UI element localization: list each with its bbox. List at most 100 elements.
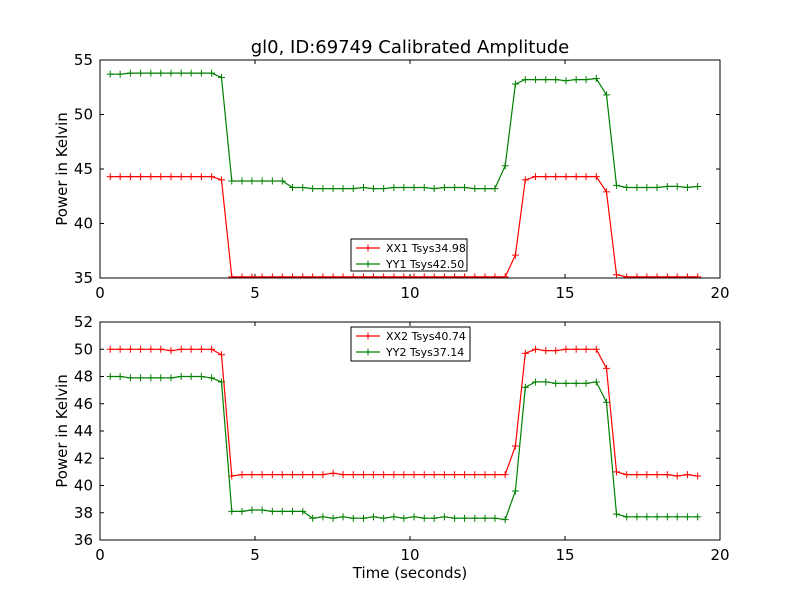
- y-axis-label: Power in Kelvin: [53, 374, 71, 488]
- data-point-marker: [248, 471, 256, 479]
- y-tick-label: 40: [74, 215, 93, 233]
- data-point-marker: [309, 471, 317, 479]
- y-axis-label: Power in Kelvin: [53, 112, 71, 226]
- data-point-marker: [339, 185, 347, 193]
- data-point-marker: [177, 345, 185, 353]
- data-point-marker: [309, 273, 317, 278]
- data-point-marker: [673, 182, 681, 190]
- data-point-marker: [440, 513, 448, 521]
- data-point-marker: [400, 273, 408, 278]
- data-point-marker: [400, 471, 408, 479]
- data-point-marker: [683, 184, 691, 192]
- data-point-marker: [197, 373, 205, 380]
- data-point-marker: [572, 379, 580, 387]
- data-point-marker: [157, 173, 165, 181]
- data-point-marker: [319, 471, 327, 479]
- y-tick-label: 46: [74, 395, 93, 413]
- legend-label: YY2 Tsys37.14: [385, 346, 464, 359]
- data-point-marker: [238, 273, 246, 278]
- x-tick-label: 15: [555, 546, 574, 564]
- data-point-marker: [511, 80, 519, 88]
- x-tick-label: 20: [710, 284, 729, 302]
- data-point-marker: [532, 173, 540, 181]
- data-point-marker: [603, 188, 611, 196]
- data-point-marker: [683, 273, 691, 278]
- data-point-marker: [197, 69, 205, 77]
- plot-frame: [99, 321, 721, 541]
- data-point-marker: [299, 507, 307, 515]
- data-point-marker: [461, 471, 469, 479]
- data-point-marker: [187, 373, 195, 380]
- data-point-marker: [673, 513, 681, 521]
- data-point-marker: [511, 442, 519, 450]
- data-point-marker: [420, 471, 428, 479]
- data-point-marker: [116, 70, 124, 78]
- data-point-marker: [643, 184, 651, 192]
- x-tick-label: 5: [250, 546, 260, 564]
- legend-marker: [364, 244, 372, 252]
- data-point-marker: [694, 513, 702, 521]
- data-point-marker: [451, 471, 459, 479]
- data-point-marker: [369, 471, 377, 479]
- data-point-marker: [420, 184, 428, 192]
- legend: XX1 Tsys34.98 YY1 Tsys42.50: [350, 238, 468, 272]
- legend-label: XX2 Tsys40.74: [386, 330, 466, 343]
- x-tick-label: 10: [400, 284, 419, 302]
- data-point-marker: [147, 345, 155, 353]
- data-point-marker: [552, 347, 560, 355]
- data-point-marker: [400, 184, 408, 192]
- x-tick-label: 20: [710, 546, 729, 564]
- data-point-marker: [633, 471, 641, 479]
- data-point-marker: [197, 345, 205, 353]
- data-point-marker: [491, 273, 499, 278]
- top-subplot: 0 5 10 15 20 35 40 45 50 55 Power in Kelvin XX1 Tsy…: [53, 51, 730, 302]
- data-point-marker: [694, 472, 702, 480]
- y-tick-label: 50: [74, 340, 93, 358]
- data-point-marker: [532, 378, 540, 386]
- data-point-marker: [126, 69, 134, 77]
- y-tick-label: 48: [74, 368, 93, 386]
- data-point-marker: [278, 507, 286, 515]
- data-point-marker: [360, 471, 367, 479]
- data-point-marker: [592, 173, 600, 181]
- data-point-marker: [218, 351, 226, 359]
- data-point-marker: [238, 177, 246, 185]
- data-point-marker: [451, 514, 459, 522]
- data-point-marker: [369, 185, 377, 193]
- data-point-marker: [663, 471, 671, 479]
- data-point-marker: [228, 177, 236, 185]
- plot-frame: [99, 59, 721, 279]
- data-point-marker: [643, 471, 651, 479]
- data-point-marker: [147, 374, 155, 382]
- data-point-marker: [147, 173, 155, 181]
- y-tick-label: 42: [74, 449, 93, 467]
- data-point-marker: [268, 177, 276, 185]
- data-point-marker: [339, 513, 347, 521]
- data-point-marker: [339, 471, 347, 479]
- data-point-marker: [289, 507, 297, 515]
- data-point-marker: [278, 471, 286, 479]
- data-point-marker: [562, 77, 570, 85]
- data-point-marker: [440, 273, 448, 278]
- data-point-marker: [673, 472, 681, 480]
- data-point-marker: [177, 173, 185, 181]
- data-point-marker: [319, 513, 327, 521]
- data-point-marker: [116, 345, 124, 353]
- data-point-marker: [603, 398, 611, 406]
- data-point-marker: [167, 347, 175, 355]
- data-point-marker: [491, 514, 499, 522]
- legend-box: [350, 238, 468, 272]
- data-point-marker: [430, 185, 438, 193]
- data-point-marker: [126, 345, 134, 353]
- data-point-marker: [491, 185, 499, 193]
- data-point-marker: [501, 162, 509, 170]
- bottom-subplot: 0 5 10 15 20 36 38 40 42 44 46 48 50 52 Power in Kelvi…: [53, 313, 730, 582]
- data-point-marker: [542, 378, 550, 386]
- data-point-marker: [349, 273, 357, 278]
- data-point-marker: [471, 273, 479, 278]
- data-point-marker: [380, 471, 388, 479]
- data-point-marker: [208, 173, 216, 181]
- data-point-marker: [633, 273, 641, 278]
- data-point-marker: [309, 185, 317, 193]
- data-point-marker: [592, 378, 600, 386]
